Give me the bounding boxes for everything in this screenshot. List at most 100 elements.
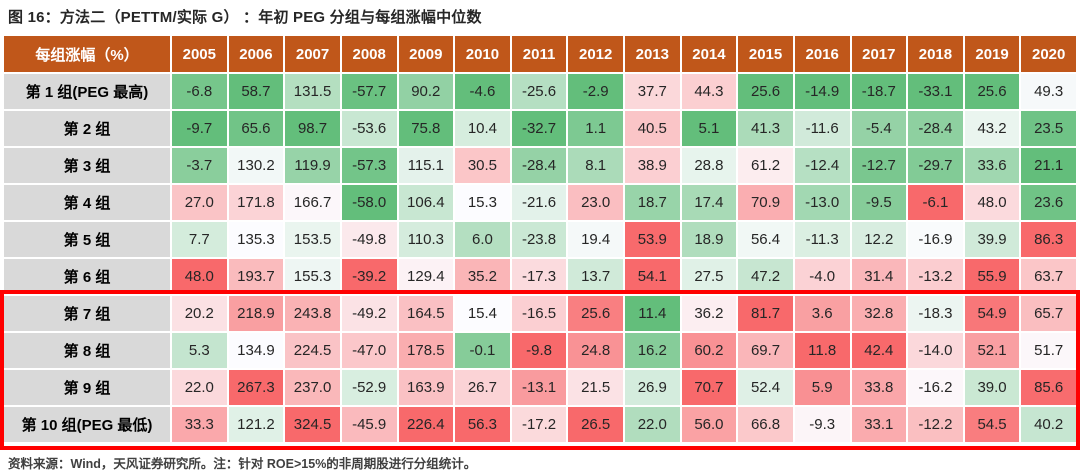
table-row-7: 第 7 组 20.2 218.9 243.8 -49.2 164.5 15.4 -16.5 25… — [2, 294, 1078, 333]
heat-cell: 30.5 — [453, 146, 512, 185]
heat-cell: 40.5 — [623, 109, 682, 148]
heat-cell: 23.6 — [1019, 183, 1078, 222]
year-header-2019: 2019 — [962, 34, 1022, 74]
heat-cell: -52.9 — [339, 368, 399, 407]
year-header-2005: 2005 — [170, 34, 229, 74]
heat-cell: 155.3 — [283, 257, 342, 296]
heat-cell: 54.1 — [623, 257, 682, 296]
heat-cell: 38.9 — [623, 146, 682, 185]
heat-cell: 55.9 — [962, 257, 1022, 296]
heat-cell: 17.4 — [679, 183, 739, 222]
year-header-2017: 2017 — [849, 34, 909, 74]
heat-cell: 70.9 — [736, 183, 795, 222]
heat-cell: -12.7 — [849, 146, 909, 185]
heat-cell: 226.4 — [396, 405, 456, 444]
heat-cell: -29.7 — [906, 146, 965, 185]
heat-cell: -3.7 — [170, 146, 229, 185]
heat-cell: 178.5 — [396, 331, 456, 370]
heat-cell: 43.2 — [962, 109, 1022, 148]
heat-cell: -12.4 — [792, 146, 852, 185]
year-header-2015: 2015 — [736, 34, 795, 74]
heat-cell: 166.7 — [283, 183, 342, 222]
heat-cell: -16.5 — [509, 294, 569, 333]
heat-cell: -9.8 — [509, 331, 569, 370]
year-header-2014: 2014 — [679, 34, 739, 74]
heat-cell: 28.8 — [679, 146, 739, 185]
heat-cell: -58.0 — [339, 183, 399, 222]
heat-cell: 48.0 — [962, 183, 1022, 222]
heat-cell: -33.1 — [906, 72, 965, 111]
heat-cell: 61.2 — [736, 146, 795, 185]
heat-cell: -53.6 — [339, 109, 399, 148]
table-row-3: 第 3 组 -3.7 130.2 119.9 -57.3 115.1 30.5 -28.4 8.… — [2, 146, 1078, 185]
heat-cell: 135.3 — [226, 220, 286, 259]
heat-cell: 54.9 — [962, 294, 1022, 333]
year-header-2013: 2013 — [623, 34, 682, 74]
heat-cell: 26.9 — [623, 368, 682, 407]
table-row-2: 第 2 组 -9.7 65.6 98.7 -53.6 75.8 10.4 -32.7 1.1 40… — [2, 109, 1078, 148]
heat-cell: 15.3 — [453, 183, 512, 222]
heat-cell: 85.6 — [1019, 368, 1078, 407]
heat-cell: 5.3 — [170, 331, 229, 370]
heat-cell: 193.7 — [226, 257, 286, 296]
heat-cell: -25.6 — [509, 72, 569, 111]
heat-cell: -9.3 — [792, 405, 852, 444]
heat-cell: -17.3 — [509, 257, 569, 296]
heat-cell: 98.7 — [283, 109, 342, 148]
heat-cell: -12.2 — [906, 405, 965, 444]
heat-cell: 25.6 — [962, 72, 1022, 111]
heat-cell: -17.2 — [509, 405, 569, 444]
heat-cell: 5.1 — [679, 109, 739, 148]
heat-cell: 134.9 — [226, 331, 286, 370]
table-row-8: 第 8 组 5.3 134.9 224.5 -47.0 178.5 -0.1 -9.8 24.8… — [2, 331, 1078, 370]
heat-cell: -13.0 — [792, 183, 852, 222]
heat-cell: -45.9 — [339, 405, 399, 444]
heat-cell: 164.5 — [396, 294, 456, 333]
year-header-2010: 2010 — [453, 34, 512, 74]
source-note: 资料来源：Wind，天风证券研究所。注：针对 ROE>15%的非周期股进行分组统… — [8, 457, 477, 471]
heat-cell: 70.7 — [679, 368, 739, 407]
heat-cell: 3.6 — [792, 294, 852, 333]
heat-cell: 218.9 — [226, 294, 286, 333]
heat-cell: 15.4 — [453, 294, 512, 333]
heat-cell: 121.2 — [226, 405, 286, 444]
heat-cell: 20.2 — [170, 294, 229, 333]
heat-cell: 8.1 — [566, 146, 625, 185]
heat-cell: -14.9 — [792, 72, 852, 111]
heat-cell: -21.6 — [509, 183, 569, 222]
heat-cell: 53.9 — [623, 220, 682, 259]
table-row-5: 第 5 组 7.7 135.3 153.5 -49.8 110.3 6.0 -23.8 19.4… — [2, 220, 1078, 259]
heat-cell: 110.3 — [396, 220, 456, 259]
heat-cell: -39.2 — [339, 257, 399, 296]
heat-cell: 27.5 — [679, 257, 739, 296]
heat-cell: 56.3 — [453, 405, 512, 444]
year-header-2018: 2018 — [906, 34, 965, 74]
heat-cell: 65.7 — [1019, 294, 1078, 333]
heat-cell: 33.8 — [849, 368, 909, 407]
heat-cell: 22.0 — [170, 368, 229, 407]
heat-cell: -13.1 — [509, 368, 569, 407]
heat-cell: 49.3 — [1019, 72, 1078, 111]
heat-cell: 48.0 — [170, 257, 229, 296]
row-label-4: 第 4 组 — [2, 183, 172, 222]
heat-cell: 163.9 — [396, 368, 456, 407]
heat-cell: 23.5 — [1019, 109, 1078, 148]
heat-cell: 25.6 — [566, 294, 625, 333]
heat-cell: -23.8 — [509, 220, 569, 259]
heat-cell: 33.1 — [849, 405, 909, 444]
heat-cell: 81.7 — [736, 294, 795, 333]
heat-cell: -5.4 — [849, 109, 909, 148]
heat-cell: 243.8 — [283, 294, 342, 333]
heat-cell: 33.3 — [170, 405, 229, 444]
year-header-2008: 2008 — [339, 34, 399, 74]
heat-cell: 52.4 — [736, 368, 795, 407]
heat-cell: -14.0 — [906, 331, 965, 370]
heat-cell: 27.0 — [170, 183, 229, 222]
heat-cell: 22.0 — [623, 405, 682, 444]
row-label-8: 第 8 组 — [2, 331, 172, 370]
heat-cell: 18.7 — [623, 183, 682, 222]
heat-cell: 25.6 — [736, 72, 795, 111]
year-header-2009: 2009 — [396, 34, 456, 74]
heat-cell: 115.1 — [396, 146, 456, 185]
heat-cell: 31.4 — [849, 257, 909, 296]
